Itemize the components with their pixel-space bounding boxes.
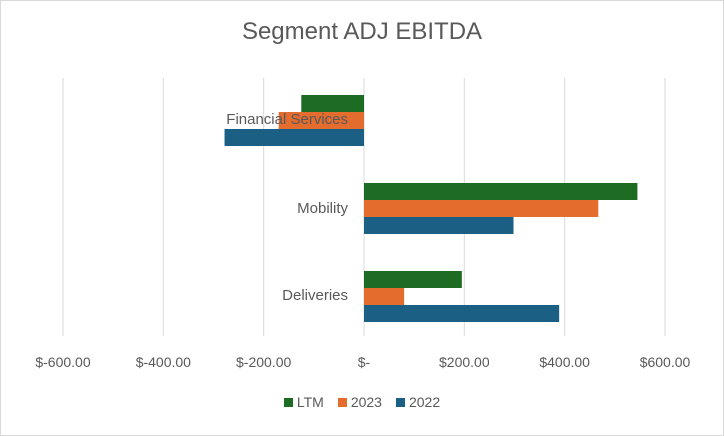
legend-swatch xyxy=(395,397,405,407)
legend-label: 2023 xyxy=(350,394,382,410)
bar-2022-financial-services xyxy=(224,129,364,146)
bar-2022-deliveries xyxy=(364,305,560,322)
bar-ltm-mobility xyxy=(364,183,638,200)
legend-label: LTM xyxy=(296,394,324,410)
x-tick-label: $-400.00 xyxy=(136,354,191,370)
x-tick-label: $400.00 xyxy=(539,354,590,370)
bar-2023-deliveries xyxy=(364,288,405,305)
x-tick-label: $-200.00 xyxy=(236,354,291,370)
bar-ltm-financial-services xyxy=(301,95,364,112)
x-tick-label: $600.00 xyxy=(640,354,691,370)
bar-ltm-deliveries xyxy=(364,271,462,288)
legend-item-2022: 2022 xyxy=(395,394,441,410)
bar-2022-mobility xyxy=(364,217,514,234)
legend-item-2023: 2023 xyxy=(337,394,382,410)
x-tick-label: $200.00 xyxy=(439,354,490,370)
x-tick-label: $- xyxy=(358,354,371,370)
chart-title: Segment ADJ EBITDA xyxy=(241,18,483,45)
legend-swatch xyxy=(283,397,293,407)
category-label: Financial Services xyxy=(226,111,348,128)
legend-label: 2022 xyxy=(408,394,441,410)
bar-2023-financial-services xyxy=(278,112,364,129)
category-label: Mobility xyxy=(297,200,348,217)
chart-legend: LTM 2023 2022 xyxy=(0,394,724,410)
category-label: Deliveries xyxy=(282,287,348,304)
legend-item-ltm: LTM xyxy=(283,394,324,410)
x-tick-label: $-600.00 xyxy=(35,354,90,370)
legend-swatch xyxy=(337,397,347,407)
bar-2023-mobility xyxy=(364,200,599,217)
